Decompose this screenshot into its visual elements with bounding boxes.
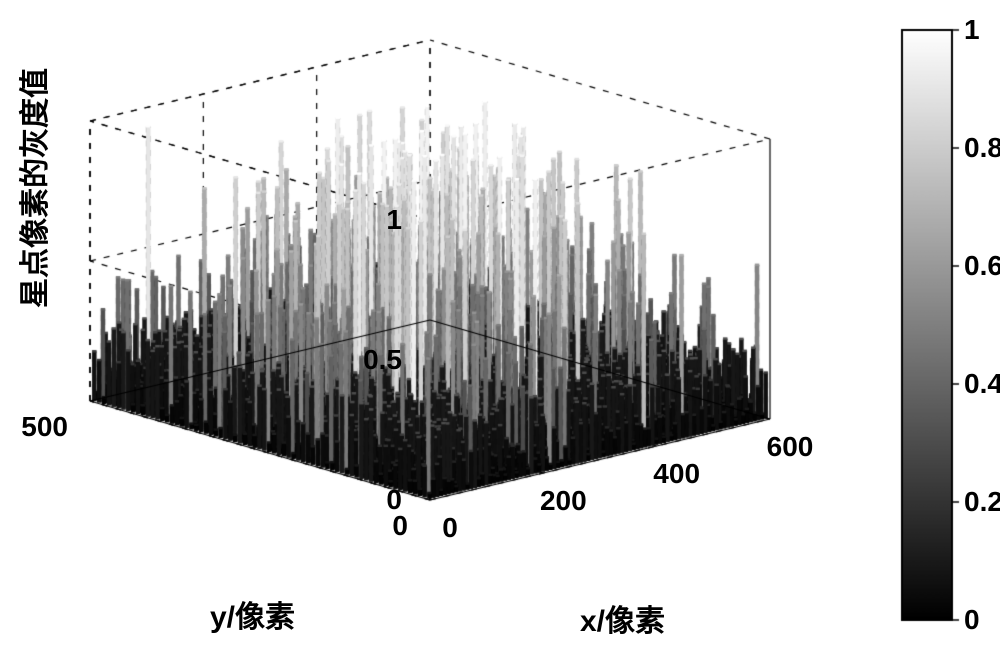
tick-label: 0.5 <box>363 344 402 376</box>
tick-label: 0 <box>442 512 458 544</box>
x-axis-label: x/像素 <box>580 596 665 640</box>
tick-label: 1 <box>964 14 980 46</box>
tick-label: 0 <box>392 510 408 542</box>
tick-label: 0 <box>964 604 980 636</box>
tick-label: 0.4 <box>964 368 1000 400</box>
tick-label: 600 <box>767 431 814 463</box>
tick-label: 500 <box>21 411 68 443</box>
tick-label: 0.6 <box>964 250 1000 282</box>
y-axis-label: y/像素 <box>210 592 295 636</box>
tick-label: 1 <box>386 204 402 236</box>
tick-label: 400 <box>653 458 700 490</box>
tick-label: 0.2 <box>964 486 1000 518</box>
z-axis-label: 星点像素的灰度值 <box>10 68 54 308</box>
plot-canvas <box>0 0 1000 653</box>
tick-label: 0.8 <box>964 132 1000 164</box>
tick-label: 200 <box>540 485 587 517</box>
chart-container: 星点像素的灰度值 y/像素 x/像素 00.510200400600050000… <box>0 0 1000 653</box>
